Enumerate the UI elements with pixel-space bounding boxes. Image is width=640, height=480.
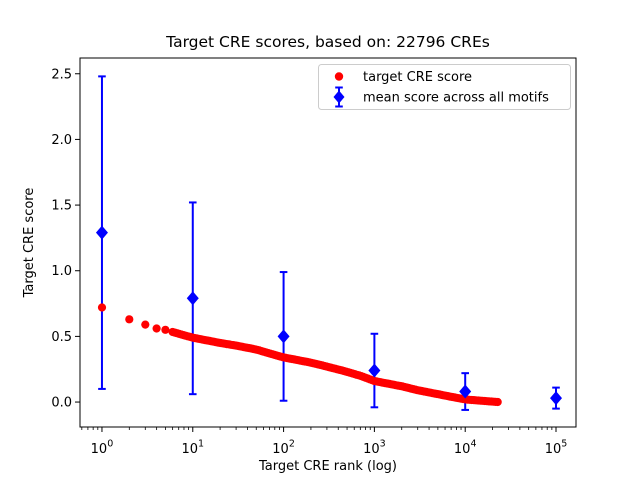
x-tick-label: 100	[91, 439, 114, 458]
legend-entry-target-score: target CRE score	[363, 70, 472, 85]
x-axis-label: Target CRE rank (log)	[258, 459, 397, 474]
mean-score-diamond	[368, 363, 381, 378]
target-score-point	[493, 397, 502, 407]
y-tick-label: 1.0	[51, 264, 72, 279]
target-score-point	[141, 320, 150, 329]
mean-score-diamond	[186, 291, 199, 306]
x-tick-label: 102	[272, 439, 295, 458]
y-tick-label: 2.5	[51, 67, 72, 82]
legend: target CRE score mean score across all m…	[318, 64, 571, 110]
target-score-point	[97, 303, 107, 312]
y-axis-major-ticks	[75, 73, 80, 403]
x-tick-label: 105	[545, 439, 568, 458]
x-tick-label: 104	[454, 439, 477, 458]
y-tick-label: 0.0	[51, 396, 72, 411]
plot-area-border	[79, 57, 577, 428]
mean-series-errorbars	[98, 75, 560, 411]
x-axis-tick-labels: 100 101 102 103 104 105	[91, 439, 568, 458]
x-axis-major-ticks	[101, 427, 557, 432]
mean-score-diamond	[95, 225, 108, 240]
chart-title: Target CRE scores, based on: 22796 CREs	[165, 33, 490, 51]
target-score-point	[152, 324, 161, 333]
y-tick-label: 0.5	[51, 330, 72, 345]
target-score-point	[125, 315, 134, 324]
x-axis-minor-ticks	[81, 427, 553, 430]
y-tick-label: 2.0	[51, 133, 72, 148]
y-axis-tick-labels: 0.0 0.5 1.0 1.5 2.0 2.5	[51, 67, 72, 410]
y-tick-label: 1.5	[51, 199, 72, 214]
y-axis-label: Target CRE score	[22, 188, 37, 299]
legend-target-score-marker-icon	[334, 72, 344, 81]
x-tick-label: 103	[363, 439, 386, 458]
legend-mean-score-marker-icon	[333, 86, 345, 108]
mean-score-diamond	[550, 391, 563, 406]
legend-entry-mean-score: mean score across all motifs	[363, 91, 549, 106]
legend-box	[318, 64, 571, 110]
mean-score-diamond	[277, 329, 290, 344]
target-score-point	[161, 325, 170, 334]
target-score-series	[97, 303, 502, 407]
mean-series-markers	[95, 225, 563, 406]
mean-score-diamond	[459, 384, 472, 399]
x-tick-label: 101	[181, 439, 204, 458]
